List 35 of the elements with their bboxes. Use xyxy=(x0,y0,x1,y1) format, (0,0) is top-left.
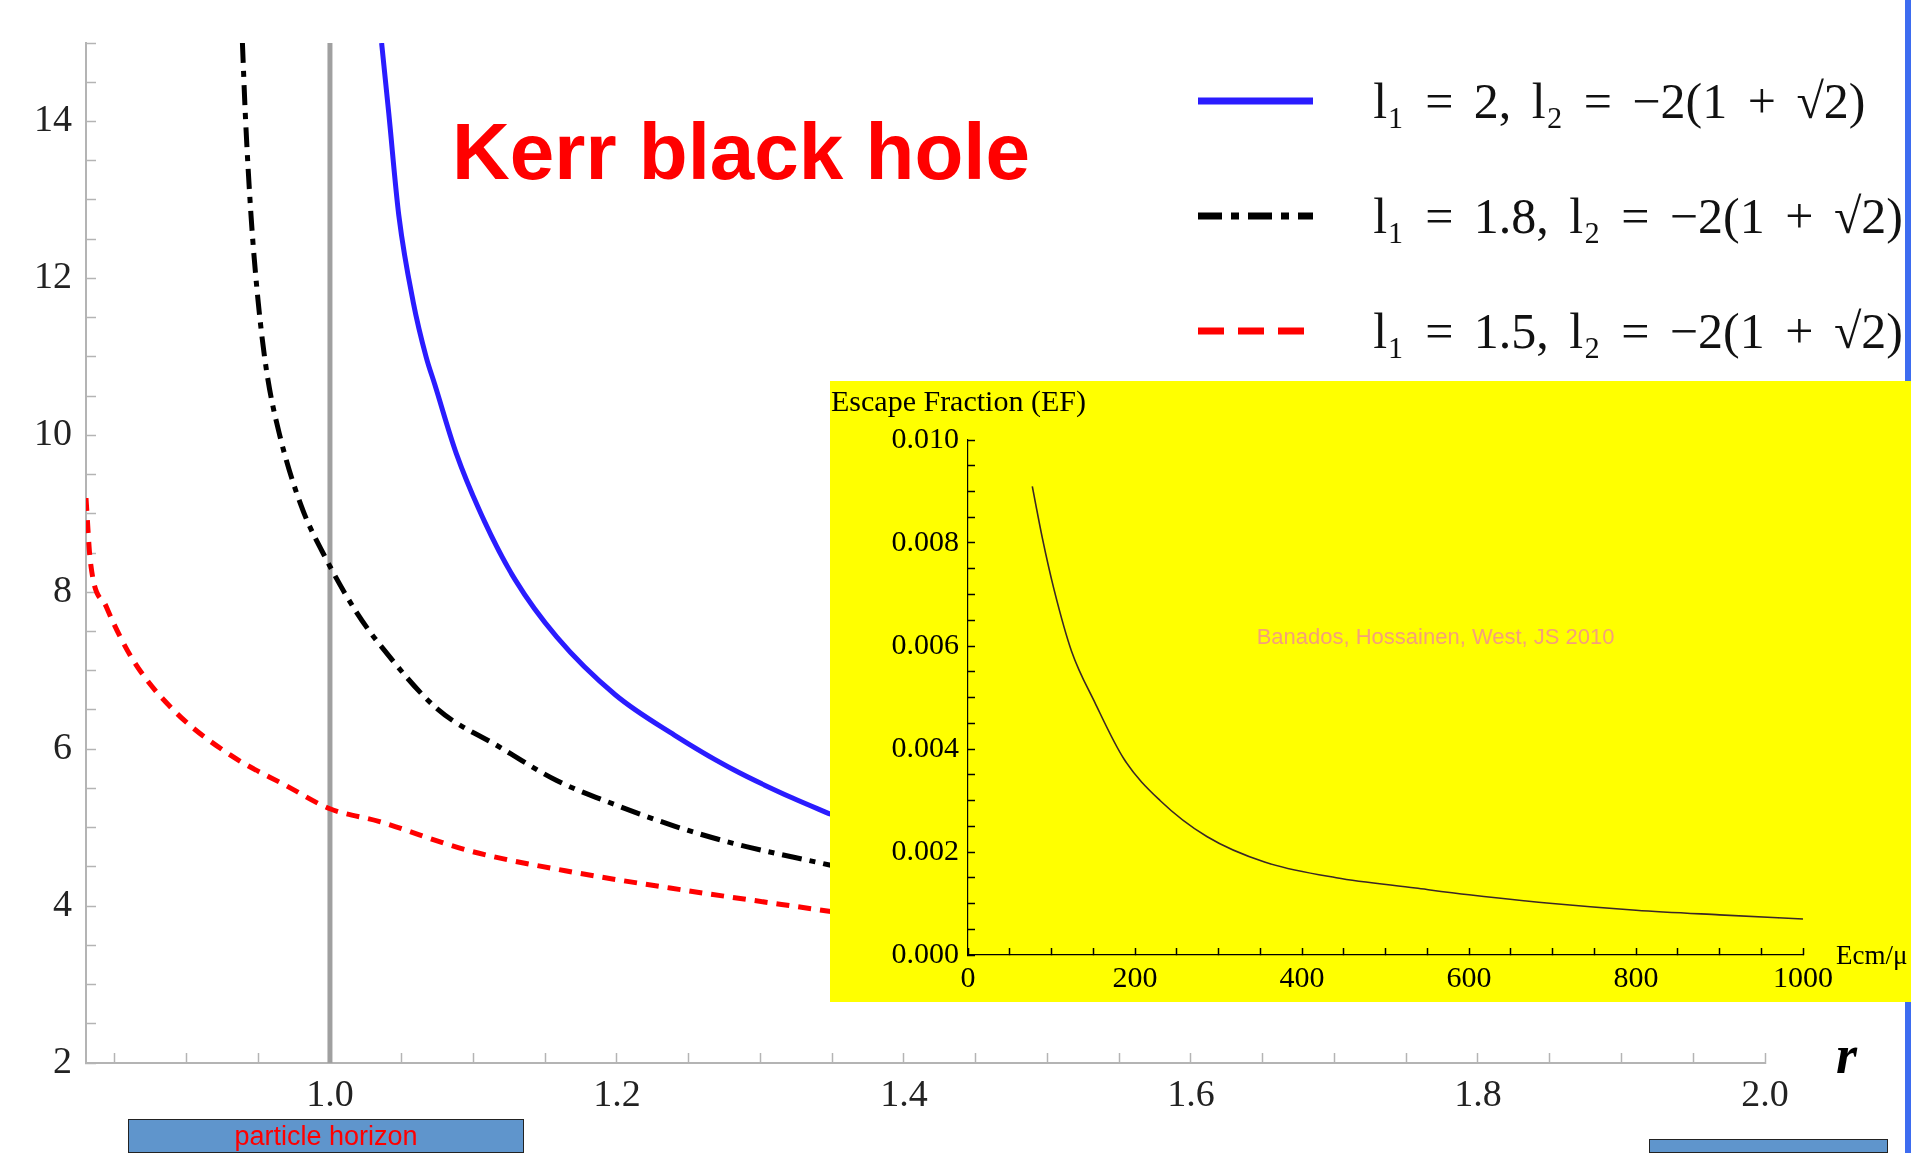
y-axis-title: Escape Fraction (EF) xyxy=(831,384,1086,417)
y-tick-label: 12 xyxy=(34,254,72,297)
x-axis-title: r xyxy=(1836,1025,1858,1085)
x-tick-label: 800 xyxy=(1613,959,1659,993)
y-tick-label: 8 xyxy=(53,568,72,611)
y-tick-label: 0.006 xyxy=(891,626,959,660)
y-tick-label: 0.010 xyxy=(891,420,959,454)
x-tick-label: 1.6 xyxy=(1167,1071,1215,1114)
y-tick-label: 0.002 xyxy=(891,832,959,866)
legend-label: l₁ = 1.5, l₂ = −2(1 + √2) xyxy=(1373,303,1903,359)
y-tick-label: 0.004 xyxy=(891,729,959,763)
x-axis-title: Ecm/μ xyxy=(1836,940,1908,970)
x-tick-label: 200 xyxy=(1112,959,1158,993)
x-tick-label: 2.0 xyxy=(1741,1071,1789,1114)
x-tick-label: 600 xyxy=(1446,959,1492,993)
text: particle horizon xyxy=(234,1121,418,1151)
y-tick-label: 0.008 xyxy=(891,523,959,557)
annotation: Banados, Hossainen, West, JS 2010 xyxy=(1256,624,1615,650)
y-tick-label: 2 xyxy=(53,1038,72,1081)
x-tick-label: 1.8 xyxy=(1454,1071,1502,1114)
x-tick-label: 1.0 xyxy=(306,1071,354,1114)
y-tick-label: 4 xyxy=(53,882,72,925)
legend-label: l₁ = 1.8, l₂ = −2(1 + √2) xyxy=(1373,188,1903,244)
x-tick-label: 1000 xyxy=(1773,959,1833,993)
y-tick-label: 10 xyxy=(34,411,72,454)
x-tick-label: 1.2 xyxy=(593,1071,641,1114)
x-tick-label: 1.4 xyxy=(880,1071,928,1114)
x-tick-label: 400 xyxy=(1279,959,1325,993)
text: Kerr black hole xyxy=(452,107,1031,196)
y-tick-label: 0.000 xyxy=(891,935,959,969)
y-tick-label: 6 xyxy=(53,725,72,768)
legend-label: l₁ = 2, l₂ = −2(1 + √2) xyxy=(1373,73,1866,129)
y-tick-label: 14 xyxy=(34,97,72,140)
x-tick-label: 0 xyxy=(960,959,976,993)
line-series xyxy=(1031,485,1803,920)
